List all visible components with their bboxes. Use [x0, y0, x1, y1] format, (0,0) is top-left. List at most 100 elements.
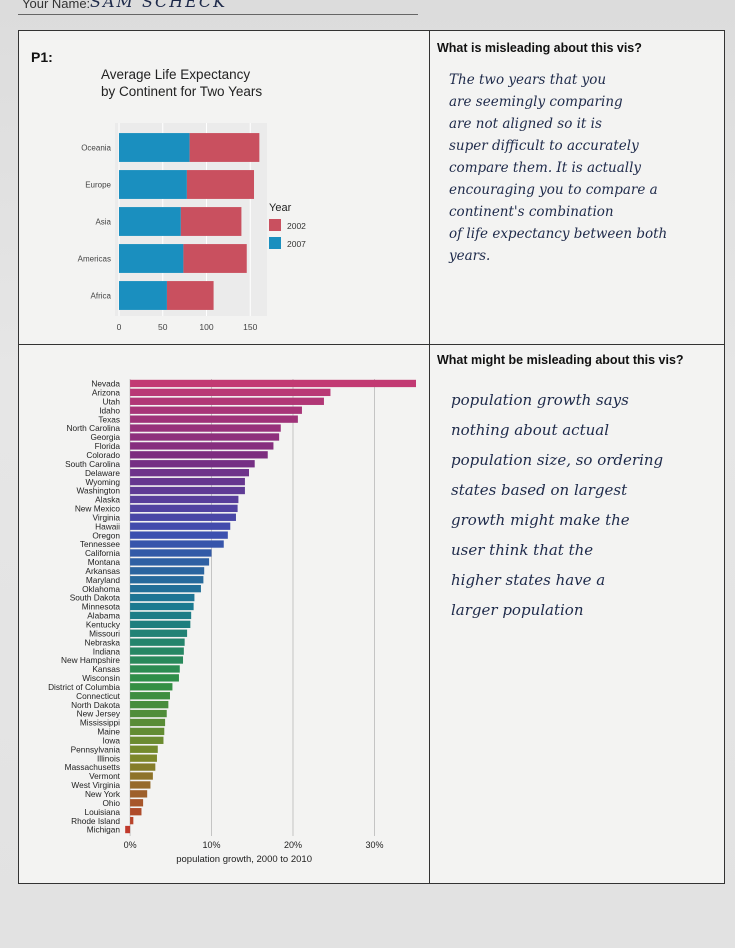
chart1-category-label: Americas	[78, 255, 111, 264]
chart2-state-label: Minnesota	[82, 602, 121, 612]
chart2-state-label: South Carolina	[65, 459, 120, 469]
chart2-state-label: Oregon	[92, 530, 120, 540]
answer-line: encouraging you to compare a	[449, 182, 658, 198]
chart2-bar	[130, 665, 180, 673]
chart1-legend-swatch	[269, 237, 281, 249]
chart2-bar	[130, 415, 298, 423]
answer-line: years.	[449, 248, 491, 264]
chart1-legend-swatch	[269, 219, 281, 231]
chart1-x-tick: 150	[243, 322, 257, 332]
chart1-bar-2007	[119, 244, 184, 273]
chart2-bar	[130, 486, 245, 495]
chart2-bar	[130, 531, 228, 539]
chart2-bar	[130, 549, 212, 557]
chart2-state-label: Texas	[98, 414, 120, 424]
chart2-state-label: Nebraska	[84, 637, 120, 647]
chart2-state-label: Missouri	[89, 628, 120, 638]
chart2-bar	[130, 700, 169, 709]
chart2-bar	[130, 495, 239, 504]
chart2-bar	[130, 611, 192, 620]
chart2-bar	[130, 683, 173, 691]
chart2-bar	[130, 727, 165, 736]
chart1-category-label: Oceania	[81, 144, 111, 153]
chart2-bar	[130, 442, 274, 450]
chart2-state-label: Montana	[88, 557, 121, 567]
chart2-bar	[130, 736, 164, 744]
chart2-state-label: Arkansas	[85, 566, 120, 576]
chart2-bar	[130, 772, 153, 780]
chart2-bar	[130, 638, 185, 646]
answer-line: user think that the	[451, 541, 594, 559]
answer-line: of life expectancy between both	[449, 226, 668, 242]
chart2-bar	[130, 620, 191, 629]
chart2-bar	[130, 477, 245, 486]
answer-line: continent's combination	[449, 204, 614, 220]
chart2-bar	[130, 656, 184, 664]
answer-line: growth might make the	[451, 511, 630, 529]
name-line	[18, 0, 418, 15]
chart2-state-label: Rhode Island	[71, 816, 120, 826]
chart2-bar	[130, 469, 250, 477]
chart2-state-label: Georgia	[90, 432, 120, 442]
chart2-state-label: West Virginia	[71, 780, 120, 790]
chart2-bar	[130, 522, 231, 530]
chart2-bar	[130, 745, 158, 753]
chart1-category-label: Africa	[91, 292, 112, 301]
panel-2-answer: population growth says nothing about actu…	[451, 385, 663, 625]
chart2-state-label: Florida	[95, 441, 121, 451]
chart2-bar	[130, 781, 151, 789]
chart2-bar	[130, 558, 210, 566]
chart2-bar	[130, 816, 134, 825]
chart2-state-label: Mississippi	[80, 718, 120, 728]
chart2-state-label: New Hampshire	[61, 655, 120, 665]
chart2-bar	[130, 433, 280, 441]
chart2-state-label: New Jersey	[77, 709, 121, 719]
chart2-bar	[130, 692, 170, 700]
chart2-bar	[130, 460, 255, 468]
chart2-state-label: Maine	[97, 727, 120, 737]
chart2-state-label: Oklahoma	[82, 584, 120, 594]
chart2-x-tick: 0%	[124, 840, 137, 850]
chart2-bar	[130, 790, 148, 798]
panel-1-answer: The two years that you are seemingly comp…	[449, 69, 667, 267]
answer-line: larger population	[451, 601, 584, 619]
chart2-bar	[130, 406, 302, 414]
chart2-state-label: Indiana	[93, 646, 121, 656]
chart2-x-tick: 30%	[365, 840, 383, 850]
answer-line: population size, so ordering	[451, 451, 664, 469]
chart2-x-tick: 10%	[203, 840, 221, 850]
grid-divider-vertical	[429, 31, 430, 883]
chart1-bar-2007	[119, 207, 181, 236]
chart2-state-label: Illinois	[97, 753, 120, 763]
worksheet-grid: P1: Average Life Expectancy by Continent …	[18, 30, 725, 884]
chart2-state-label: Colorado	[86, 450, 120, 460]
chart2-x-tick: 20%	[284, 840, 302, 850]
chart2-state-label: Nevada	[91, 379, 120, 389]
chart2-bar	[130, 754, 157, 762]
panel-1-question: What is misleading about this vis?	[437, 41, 642, 55]
chart2-bar	[130, 593, 195, 602]
chart2-bar	[130, 799, 144, 807]
chart2-bar	[130, 602, 194, 611]
chart1-x-tick: 0	[117, 322, 122, 332]
life-expectancy-chart: Average Life Expectancy by Continent for …	[78, 67, 307, 332]
chart2-bar	[130, 763, 156, 771]
answer-line: are seemingly comparing	[449, 94, 623, 110]
chart1-bar-2007	[119, 281, 167, 310]
chart2-bar	[130, 388, 331, 397]
chart2-state-label: Michigan	[87, 825, 121, 835]
chart2-bar	[130, 808, 142, 816]
chart2-bar	[130, 540, 224, 548]
chart1-legend-entry: 2002	[287, 221, 306, 231]
chart2-state-label: Pennsylvania	[71, 744, 121, 754]
chart1-legend-title: Year	[269, 202, 292, 214]
chart2-bar	[130, 674, 179, 682]
student-name: SAM SCHECK	[90, 0, 228, 11]
chart2-state-label: Delaware	[85, 468, 120, 478]
answer-line: states based on largest	[451, 481, 628, 499]
chart1-x-tick: 50	[158, 322, 168, 332]
chart1-title-line: Average Life Expectancy	[101, 67, 250, 82]
chart2-bar	[125, 825, 131, 834]
chart2-state-label: Kentucky	[86, 620, 121, 630]
